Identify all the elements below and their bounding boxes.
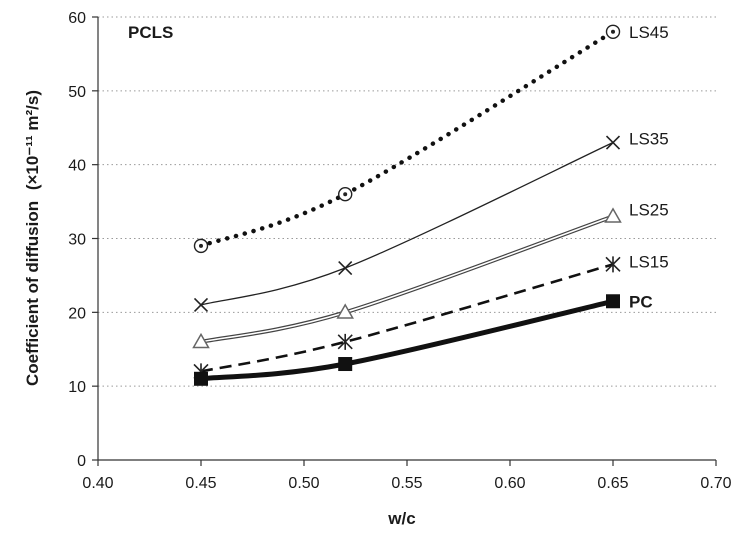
marker-circle-dot [199,243,203,248]
series-ls35-line [200,141,614,306]
series-ls25-line-outer [200,214,614,344]
y-tick-label: 0 [77,453,86,470]
marker-triangle [336,303,354,319]
x-tick-label: 0.70 [700,475,731,492]
series-ls35-label: LS35 [629,130,669,149]
marker-square [606,294,620,309]
x-tick-label: 0.65 [597,475,628,492]
x-tick-label: 0.50 [288,475,319,492]
series-ls15-markers [193,256,621,380]
x-tick-label: 0.40 [82,475,113,492]
marker-asterisk [605,256,621,273]
series-pc-label: PC [629,292,653,311]
x-tick-label: 0.45 [185,475,216,492]
marker-circle-dot [611,29,615,34]
series-ls45-line [198,29,616,249]
marker-triangle [192,332,210,349]
series-markers [192,24,622,386]
series-ls15-line [200,263,614,373]
series-labels: LS45 LS35 LS25 LS15 PC [629,23,669,311]
series-pc-line [200,298,614,382]
marker-circle-dot [343,192,348,197]
series-pc-markers [194,294,620,386]
marker-triangle [604,207,622,223]
marker-asterisk [337,333,353,350]
x-axis-title: w/c [387,509,415,528]
y-axis-title: Coefficient of diffusion (×10⁻¹¹ m²/s) [23,90,42,386]
marker-x [338,260,353,276]
series-ls15-label: LS15 [629,252,669,271]
tick-labels: 0 10 20 30 40 50 60 0.40 0.45 0.50 0.55 0.60 0.65 0.7… [68,10,731,492]
marker-x [605,135,621,150]
x-tick-label: 0.60 [494,475,525,492]
series-ls25-markers [192,207,622,349]
series-ls25-label: LS25 [629,200,669,219]
panel-label: PCLS [128,23,173,42]
x-tick-label: 0.55 [391,475,422,492]
series-ls35-markers [193,135,621,313]
y-tick-label: 60 [68,10,86,27]
marker-x [193,297,209,313]
y-tick-label: 30 [68,232,86,249]
series-ls45-markers [193,24,621,254]
grid-lines [98,16,716,387]
y-tick-label: 40 [68,158,86,175]
axes [92,16,717,466]
series-lines [198,29,616,382]
y-axis-title-main: Coefficient of diffusion [23,201,42,386]
y-tick-label: 10 [68,379,86,396]
marker-square [194,371,208,386]
y-axis-title-unit: (×10⁻¹¹ m²/s) [23,90,42,190]
series-ls45-label: LS45 [629,23,669,42]
marker-square [338,357,353,372]
series-ls25-line-inner [200,215,614,343]
y-tick-label: 20 [68,305,86,322]
y-tick-label: 50 [68,84,86,101]
